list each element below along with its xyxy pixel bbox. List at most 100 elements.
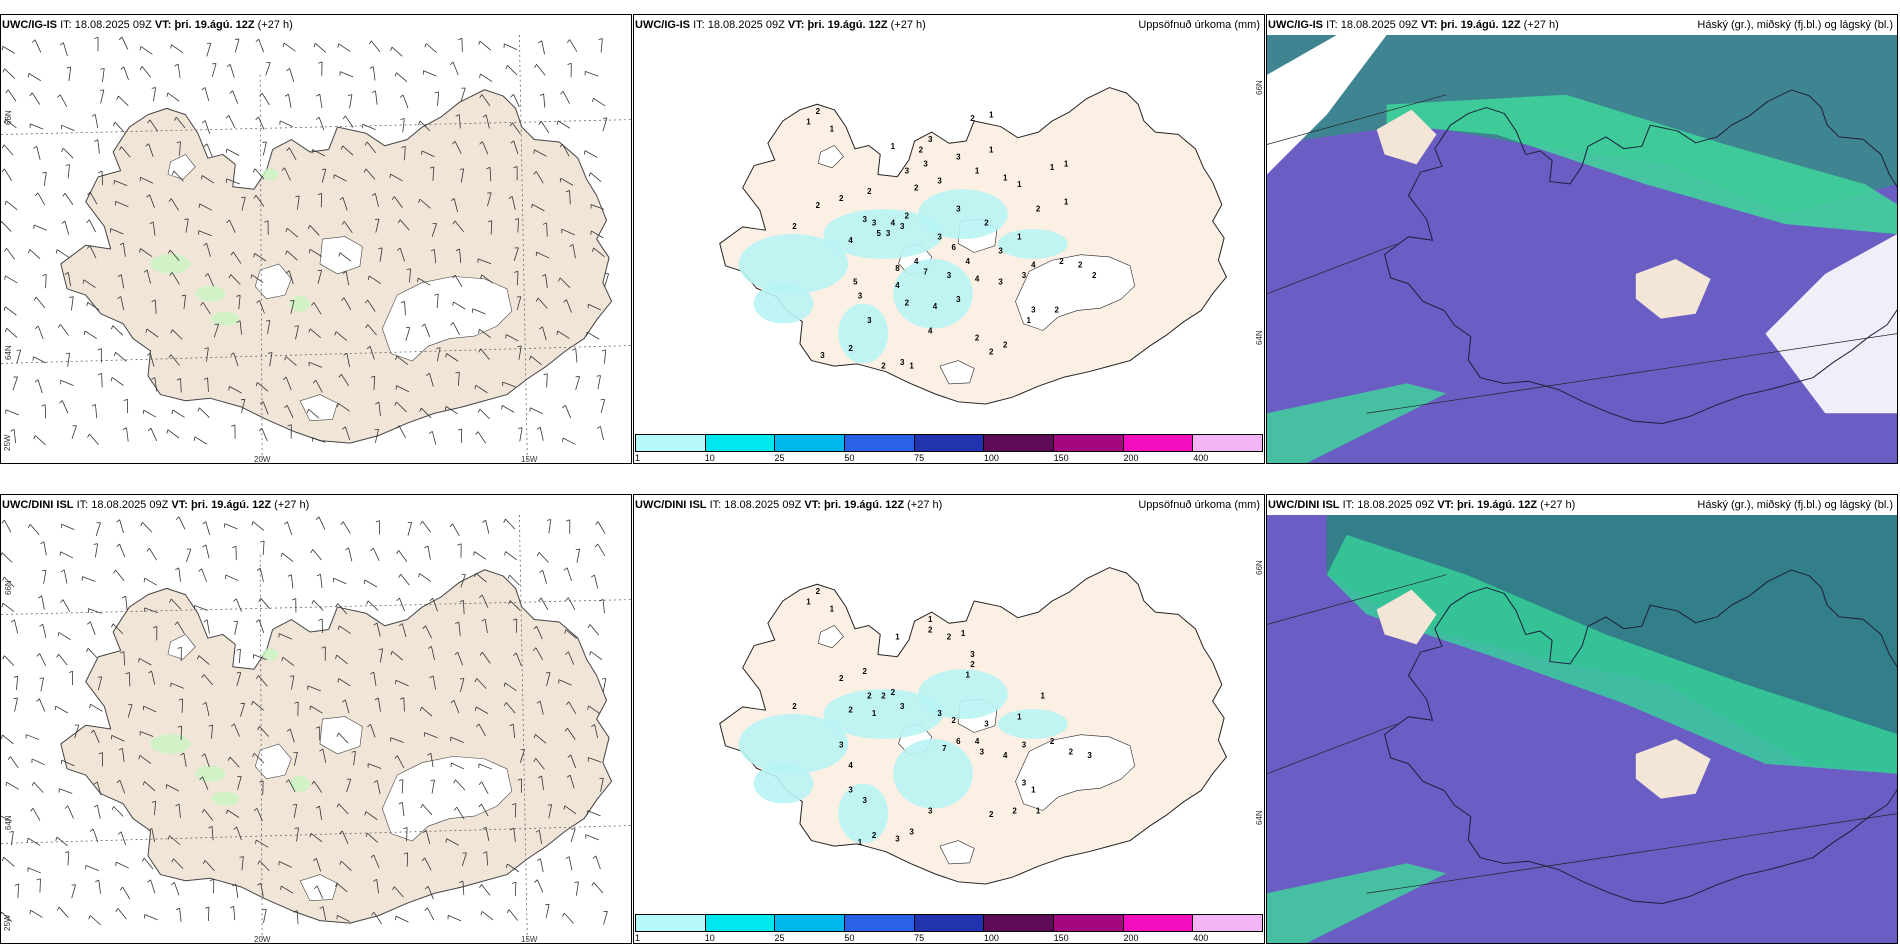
wind-barb: [566, 299, 572, 313]
wind-barb: [481, 884, 491, 896]
wind-barb: [595, 855, 601, 870]
wind-barb-flag: [559, 178, 562, 183]
glacier-outline: [817, 145, 844, 169]
wind-barb: [430, 753, 434, 768]
wind-barb: [460, 87, 466, 102]
wind-barb: [457, 371, 460, 386]
precip-value-label: 3: [848, 786, 853, 795]
wind-barb: [226, 148, 240, 156]
wind-barb-flag: [398, 574, 402, 578]
wind-barb: [140, 731, 154, 737]
wind-barb: [181, 698, 184, 713]
wind-barb-flag: [378, 247, 383, 250]
wind-barb: [539, 700, 544, 715]
precip-area: [838, 783, 889, 844]
wind-barb-flag: [89, 704, 91, 709]
wind-barb-flag: [572, 348, 576, 351]
precip-value-label: 4: [914, 257, 919, 266]
wind-barb-flag: [396, 425, 400, 429]
wind-barb-flag: [36, 878, 41, 881]
wind-barb: [568, 856, 573, 871]
wind-barb-flag: [255, 38, 260, 43]
wind-barb: [376, 622, 381, 637]
wind-barb: [399, 598, 405, 612]
wind-barb-flag: [1, 857, 5, 862]
wind-barb: [557, 120, 571, 129]
wind-barb: [229, 756, 240, 768]
wind-barb-flag: [86, 245, 91, 249]
glacier-outline: [167, 154, 196, 180]
wind-barb-flag: [117, 831, 122, 835]
precip-value-label: 3: [862, 215, 867, 224]
graticule-line: [1, 599, 631, 615]
wind-barb: [422, 520, 432, 533]
wind-barb-flag: [478, 329, 480, 334]
wind-barb-flag: [55, 249, 58, 254]
wind-barb-flag: [294, 827, 299, 829]
colorbar-label: 150: [1053, 933, 1069, 943]
wind-barb-flag: [371, 90, 376, 94]
colorbar-swatch: [1123, 915, 1194, 931]
wind-barb: [35, 296, 46, 309]
wind-barb: [169, 249, 180, 261]
wind-barb: [144, 607, 158, 614]
precip-value-label: 2: [872, 831, 877, 840]
wind-barb: [309, 328, 322, 339]
wind-barb-flag: [59, 400, 63, 404]
wind-barb: [511, 122, 521, 135]
wind-barb: [344, 699, 350, 714]
wind-barb-flag: [7, 756, 11, 761]
wind-barb-flag: [203, 143, 208, 147]
wind-barb-flag: [86, 219, 90, 223]
wind-barb: [113, 806, 124, 817]
wind-barb: [229, 386, 242, 394]
colorbar-swatch: [1054, 915, 1124, 931]
wind-barb: [373, 854, 380, 868]
wind-barb: [281, 885, 294, 894]
wind-barb-flag: [565, 519, 571, 522]
wind-barb-flag: [541, 274, 546, 277]
vt-label: VT:: [154, 19, 172, 31]
wind-barb: [286, 521, 293, 535]
wind-barb-flag: [281, 657, 284, 662]
wind-barb-flag: [449, 523, 453, 528]
wind-barb-flag: [518, 427, 523, 429]
wind-barb-flag: [201, 175, 203, 180]
wind-barb: [151, 670, 156, 685]
wind-barb-flag: [394, 401, 397, 406]
cloud-map: [1267, 515, 1897, 943]
wind-barb-flag: [184, 218, 189, 220]
lead-time: (+27 h): [1540, 499, 1576, 511]
wind-barb: [1, 911, 13, 922]
wind-barb: [179, 141, 181, 156]
wind-barb: [575, 376, 581, 390]
wind-barb: [262, 141, 267, 156]
wind-barb: [283, 42, 296, 52]
precip-value-label: 1: [895, 632, 900, 641]
precip-value-label: 2: [839, 194, 844, 203]
vt-label: VT:: [1437, 499, 1454, 511]
wind-barb: [309, 225, 320, 236]
wind-barb-flag: [517, 345, 522, 348]
wind-barb-flag: [319, 748, 324, 752]
wind-barb-flag: [364, 299, 368, 304]
wind-barb: [5, 200, 18, 211]
wind-barb-flag: [42, 171, 47, 174]
wind-barb: [339, 71, 354, 78]
wind-barb-flag: [256, 300, 260, 304]
wind-barb-flag: [2, 655, 5, 660]
wind-barb: [167, 92, 180, 102]
wind-barb: [345, 271, 350, 286]
wind-barb-flag: [286, 147, 290, 152]
wind-barb: [431, 779, 435, 794]
wind-barb: [211, 724, 214, 739]
wind-barb-flag: [370, 671, 374, 675]
wind-barb-flag: [167, 835, 170, 840]
wind-barb: [316, 885, 324, 899]
wind-barb-flag: [145, 143, 149, 147]
wind-barb-flag: [575, 548, 580, 551]
wind-barb: [566, 567, 572, 582]
wind-barb: [175, 116, 186, 129]
wind-barb: [594, 724, 599, 739]
glacier-outline: [167, 634, 196, 660]
